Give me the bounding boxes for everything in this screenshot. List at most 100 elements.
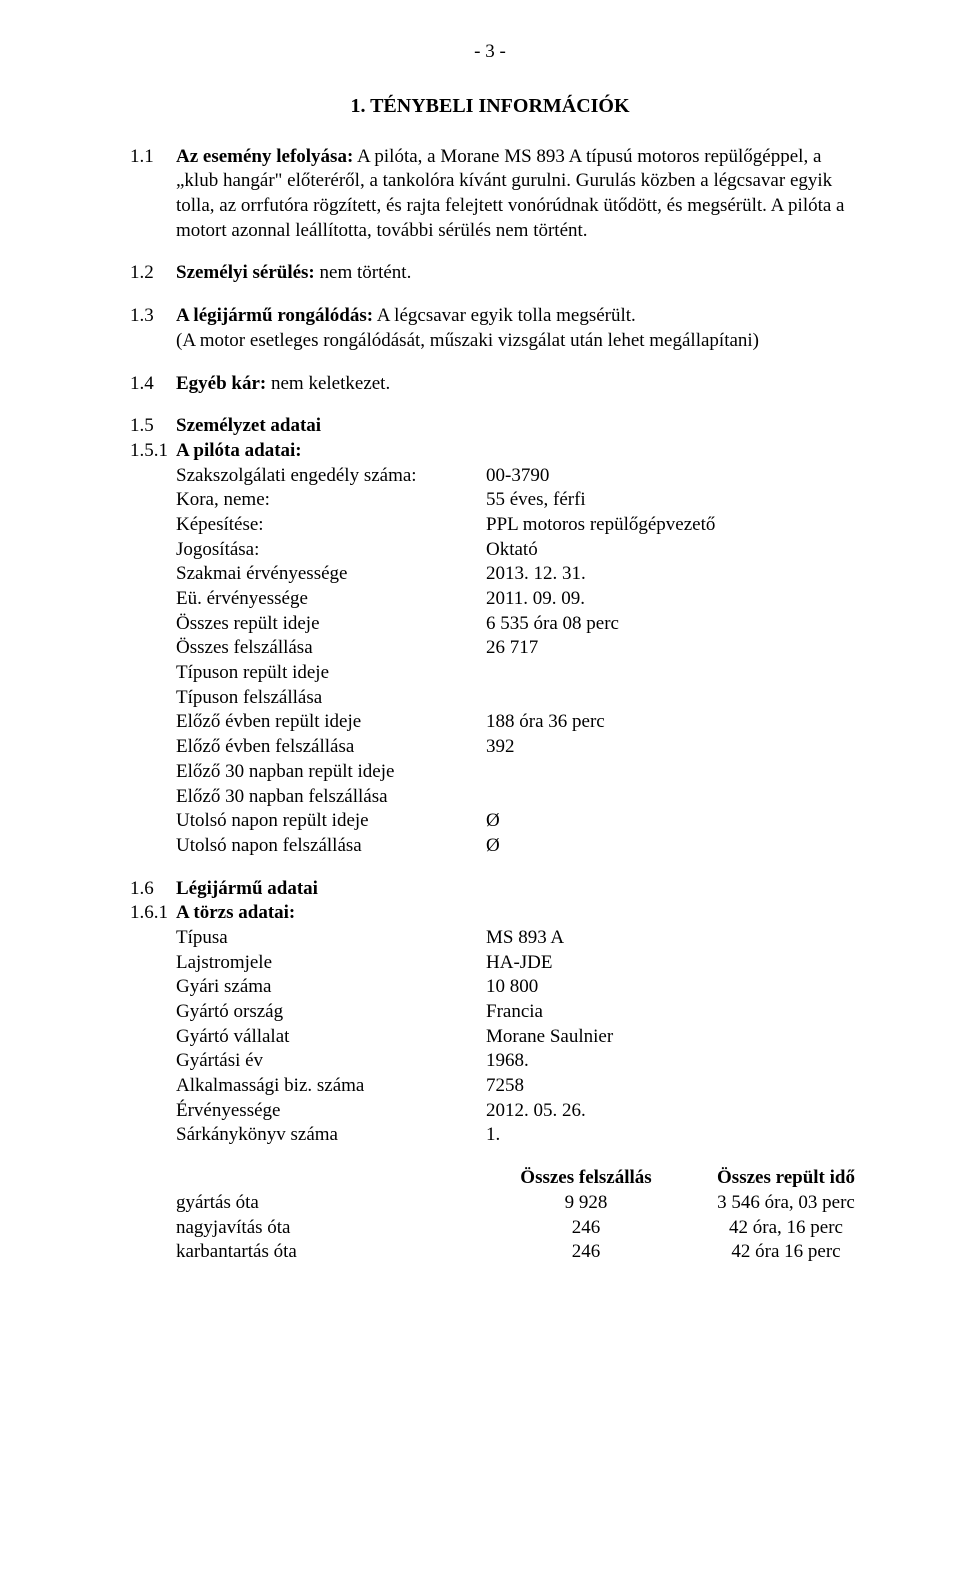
data-key: Típusa bbox=[176, 926, 486, 951]
paragraph-1-6: 1.6 Légijármű adatai bbox=[130, 877, 850, 902]
paragraph-body: Egyéb kár: nem keletkezet. bbox=[176, 372, 850, 397]
text: nem történt. bbox=[315, 262, 412, 283]
data-key: Gyári száma bbox=[176, 975, 486, 1000]
label: Személyzet adatai bbox=[176, 414, 850, 439]
paragraph-1-1: 1.1 Az esemény lefolyása: A pilóta, a Mo… bbox=[130, 145, 850, 244]
data-value bbox=[486, 760, 850, 785]
data-row: Összes repült ideje6 535 óra 08 perc bbox=[176, 612, 850, 637]
data-row: Előző 30 napban repült ideje bbox=[176, 760, 850, 785]
table-cell: 42 óra 16 perc bbox=[686, 1240, 886, 1265]
table-row: nagyjavítás óta24642 óra, 16 perc bbox=[176, 1216, 850, 1241]
table-cell: gyártás óta bbox=[176, 1191, 486, 1216]
data-row: Típuson repült ideje bbox=[176, 661, 850, 686]
paragraph-1-2: 1.2 Személyi sérülés: nem történt. bbox=[130, 261, 850, 286]
data-row: Alkalmassági biz. száma7258 bbox=[176, 1074, 850, 1099]
data-key: Előző 30 napban felszállása bbox=[176, 785, 486, 810]
table-row: karbantartás óta24642 óra 16 perc bbox=[176, 1240, 850, 1265]
data-row: Előző 30 napban felszállása bbox=[176, 785, 850, 810]
data-key: Kora, neme: bbox=[176, 488, 486, 513]
section-heading: 1. TÉNYBELI INFORMÁCIÓK bbox=[130, 93, 850, 119]
label: Légijármű adatai bbox=[176, 877, 850, 902]
data-key: Jogosítása: bbox=[176, 538, 486, 563]
data-key: Gyártó ország bbox=[176, 1000, 486, 1025]
table-row: gyártás óta9 9283 546 óra, 03 perc bbox=[176, 1191, 850, 1216]
data-value: MS 893 A bbox=[486, 926, 850, 951]
text-line2: (A motor esetleges rongálódását, műszaki… bbox=[176, 330, 759, 351]
data-key: Képesítése: bbox=[176, 513, 486, 538]
paragraph-1-6-1: 1.6.1 A törzs adatai: bbox=[130, 901, 850, 926]
data-key: Típuson repült ideje bbox=[176, 661, 486, 686]
data-row: Előző évben felszállása392 bbox=[176, 735, 850, 760]
data-key: Gyártási év bbox=[176, 1049, 486, 1074]
table-cell: 3 546 óra, 03 perc bbox=[686, 1191, 886, 1216]
data-key: Alkalmassági biz. száma bbox=[176, 1074, 486, 1099]
table-cell: 246 bbox=[486, 1216, 686, 1241]
data-value: 26 717 bbox=[486, 636, 850, 661]
table-header-cell: Összes felszállás bbox=[486, 1166, 686, 1191]
data-key: Szakmai érvényessége bbox=[176, 562, 486, 587]
data-key: Előző évben felszállása bbox=[176, 735, 486, 760]
paragraph-body: Személyi sérülés: nem történt. bbox=[176, 261, 850, 286]
data-row: TípusaMS 893 A bbox=[176, 926, 850, 951]
data-row: Jogosítása:Oktató bbox=[176, 538, 850, 563]
data-value: Oktató bbox=[486, 538, 850, 563]
paragraph-1-5: 1.5 Személyzet adatai bbox=[130, 414, 850, 439]
pilot-data-list: Szakszolgálati engedély száma:00-3790Kor… bbox=[176, 464, 850, 859]
data-value: Ø bbox=[486, 809, 850, 834]
data-key: Sárkánykönyv száma bbox=[176, 1123, 486, 1148]
data-row: Gyártó országFrancia bbox=[176, 1000, 850, 1025]
table-cell: nagyjavítás óta bbox=[176, 1216, 486, 1241]
section-number: 1.1 bbox=[130, 145, 176, 244]
data-value: 188 óra 36 perc bbox=[486, 710, 850, 735]
data-key: Utolsó napon felszállása bbox=[176, 834, 486, 859]
table-cell: 246 bbox=[486, 1240, 686, 1265]
section-number: 1.6 bbox=[130, 877, 176, 902]
data-row: Gyártási év1968. bbox=[176, 1049, 850, 1074]
label: Az esemény lefolyása: bbox=[176, 146, 353, 167]
paragraph-body: A légijármű rongálódás: A légcsavar egyi… bbox=[176, 304, 850, 353]
data-value bbox=[486, 686, 850, 711]
data-value: 2011. 09. 09. bbox=[486, 587, 850, 612]
data-row: LajstromjeleHA-JDE bbox=[176, 951, 850, 976]
paragraph-1-3: 1.3 A légijármű rongálódás: A légcsavar … bbox=[130, 304, 850, 353]
summary-table-header: Összes felszállás Összes repült idő bbox=[176, 1166, 850, 1191]
section-number: 1.4 bbox=[130, 372, 176, 397]
data-value: 7258 bbox=[486, 1074, 850, 1099]
data-value: Ø bbox=[486, 834, 850, 859]
data-row: Eü. érvényessége2011. 09. 09. bbox=[176, 587, 850, 612]
section-number: 1.3 bbox=[130, 304, 176, 353]
data-row: Szakmai érvényessége2013. 12. 31. bbox=[176, 562, 850, 587]
data-row: Képesítése:PPL motoros repülőgépvezető bbox=[176, 513, 850, 538]
data-row: Szakszolgálati engedély száma:00-3790 bbox=[176, 464, 850, 489]
data-value: Morane Saulnier bbox=[486, 1025, 850, 1050]
data-row: Típuson felszállása bbox=[176, 686, 850, 711]
section-number: 1.5.1 bbox=[130, 439, 176, 464]
data-row: Gyári száma10 800 bbox=[176, 975, 850, 1000]
data-value: 1968. bbox=[486, 1049, 850, 1074]
label: Személyi sérülés: bbox=[176, 262, 315, 283]
data-row: Érvényessége2012. 05. 26. bbox=[176, 1099, 850, 1124]
data-key: Érvényessége bbox=[176, 1099, 486, 1124]
data-key: Lajstromjele bbox=[176, 951, 486, 976]
data-value: HA-JDE bbox=[486, 951, 850, 976]
data-value bbox=[486, 785, 850, 810]
label: A pilóta adatai: bbox=[176, 439, 850, 464]
label: A légijármű rongálódás: bbox=[176, 305, 373, 326]
table-cell: 9 928 bbox=[486, 1191, 686, 1216]
data-key: Típuson felszállása bbox=[176, 686, 486, 711]
data-key: Utolsó napon repült ideje bbox=[176, 809, 486, 834]
data-row: Gyártó vállalatMorane Saulnier bbox=[176, 1025, 850, 1050]
data-value: 00-3790 bbox=[486, 464, 850, 489]
data-key: Szakszolgálati engedély száma: bbox=[176, 464, 486, 489]
label: A törzs adatai: bbox=[176, 901, 850, 926]
data-value: 392 bbox=[486, 735, 850, 760]
data-value: 1. bbox=[486, 1123, 850, 1148]
data-key: Gyártó vállalat bbox=[176, 1025, 486, 1050]
paragraph-1-5-1: 1.5.1 A pilóta adatai: bbox=[130, 439, 850, 464]
table-cell: 42 óra, 16 perc bbox=[686, 1216, 886, 1241]
text: nem keletkezet. bbox=[266, 373, 390, 394]
paragraph-1-4: 1.4 Egyéb kár: nem keletkezet. bbox=[130, 372, 850, 397]
data-value: 55 éves, férfi bbox=[486, 488, 850, 513]
table-header-cell bbox=[176, 1166, 486, 1191]
aircraft-data-list: TípusaMS 893 ALajstromjeleHA-JDEGyári sz… bbox=[176, 926, 850, 1148]
